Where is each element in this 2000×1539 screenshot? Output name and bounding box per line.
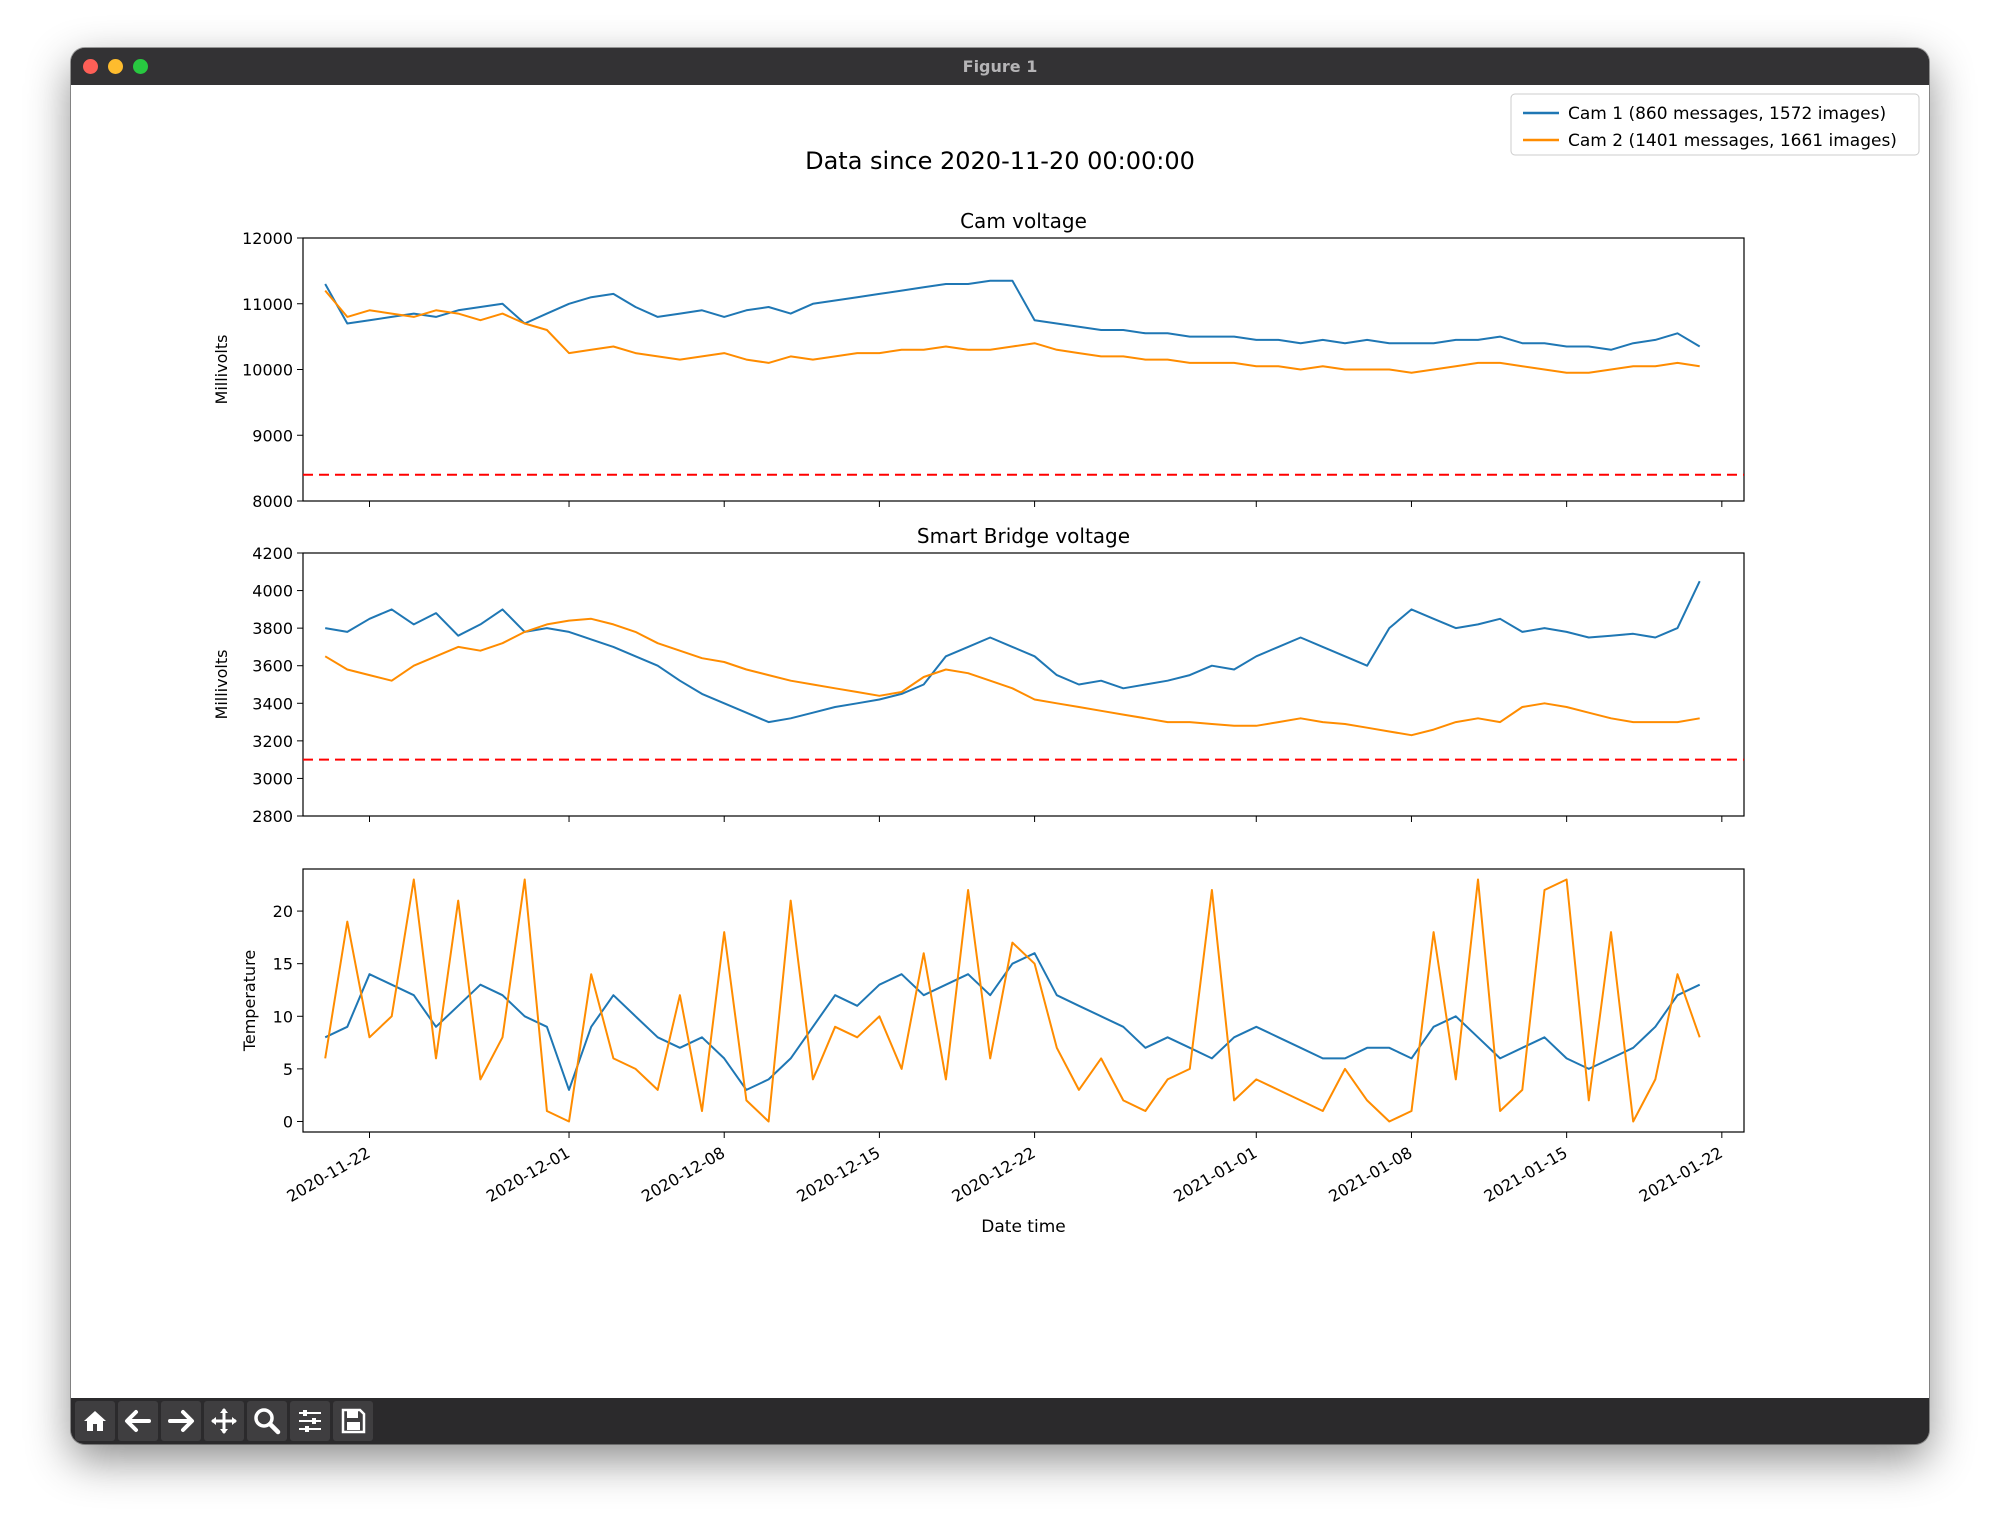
back-arrow-icon xyxy=(125,1410,151,1432)
configure-subplots-button[interactable] xyxy=(290,1401,330,1441)
title-bar[interactable]: Figure 1 xyxy=(71,48,1929,85)
x-tick-label: 2020-12-01 xyxy=(483,1143,573,1206)
configure-subplots-icon xyxy=(299,1410,321,1432)
y-tick-label: 10 xyxy=(273,1007,293,1026)
axes-title-2: Smart Bridge voltage xyxy=(917,524,1130,548)
cam2-series-line-1 xyxy=(324,289,1700,374)
figure-title: Data since 2020-11-20 00:00:00 xyxy=(805,147,1195,175)
save-button[interactable] xyxy=(333,1401,373,1441)
y-tick-label: 8000 xyxy=(252,492,293,511)
x-tick-label: 2020-11-22 xyxy=(283,1143,373,1206)
cam1-series-line-1 xyxy=(324,279,1701,351)
y-tick-label: 0 xyxy=(283,1112,293,1131)
axes-frame-1 xyxy=(302,237,1745,502)
zoom-button[interactable] xyxy=(247,1401,287,1441)
y-tick-label: 11000 xyxy=(242,295,293,314)
pan-button[interactable] xyxy=(204,1401,244,1441)
x-tick-label: 2020-12-08 xyxy=(638,1143,728,1206)
y-tick-label: 15 xyxy=(273,955,293,974)
axes-frame-2 xyxy=(302,552,1745,817)
cam2-series-line-2 xyxy=(324,617,1700,737)
x-tick-label: 2021-01-01 xyxy=(1170,1143,1260,1206)
home-button[interactable] xyxy=(75,1401,115,1441)
navigation-toolbar xyxy=(71,1398,1929,1444)
x-tick-label: 2020-12-22 xyxy=(949,1143,1039,1206)
forward-button[interactable] xyxy=(161,1401,201,1441)
y-tick-label: 12000 xyxy=(242,229,293,248)
figure-svg[interactable]: Data since 2020-11-20 00:00:00 Cam voltag… xyxy=(71,85,1929,1398)
legend-label-1: Cam 1 (860 messages, 1572 images) xyxy=(1568,104,1886,124)
x-axis-label: Date time xyxy=(981,1217,1065,1237)
y-tick-label: 10000 xyxy=(242,361,293,380)
y-tick-label: 3600 xyxy=(252,657,293,676)
x-tick-label: 2021-01-08 xyxy=(1325,1143,1415,1206)
y-axis-label-1: Millivolts xyxy=(212,335,231,405)
y-tick-label: 3200 xyxy=(252,732,293,751)
figure-canvas[interactable]: Data since 2020-11-20 00:00:00 Cam voltag… xyxy=(71,85,1929,1398)
save-disk-icon xyxy=(341,1408,366,1434)
window-title: Figure 1 xyxy=(962,57,1038,76)
home-icon xyxy=(84,1411,106,1431)
back-button[interactable] xyxy=(118,1401,158,1441)
figure-window: Figure 1 Data since 2020-11-20 00:00:00 C… xyxy=(71,48,1929,1444)
y-tick-label: 20 xyxy=(273,902,293,921)
y-tick-label: 4200 xyxy=(252,544,293,563)
cam1-series-line-3 xyxy=(324,952,1701,1091)
x-tick-label: 2021-01-15 xyxy=(1481,1143,1571,1206)
x-tick-label: 2020-12-15 xyxy=(793,1143,883,1206)
axes-frame-3 xyxy=(302,868,1745,1133)
axes-title-1: Cam voltage xyxy=(960,209,1087,233)
cam1-series-line-2 xyxy=(325,580,1701,724)
y-tick-label: 3800 xyxy=(252,619,293,638)
zoom-window-button[interactable] xyxy=(133,59,148,74)
minimize-window-button[interactable] xyxy=(108,59,123,74)
y-tick-label: 4000 xyxy=(252,582,293,601)
legend-label-2: Cam 2 (1401 messages, 1661 images) xyxy=(1568,131,1897,151)
legend-box xyxy=(1510,93,1920,156)
y-tick-label: 2800 xyxy=(252,807,293,826)
y-axis-label-3: Temperature xyxy=(240,950,259,1052)
y-tick-label: 5 xyxy=(283,1060,293,1079)
y-axis-label-2: Millivolts xyxy=(212,650,231,720)
y-tick-label: 9000 xyxy=(252,426,293,445)
forward-arrow-icon xyxy=(168,1410,194,1432)
cam2-series-line-3 xyxy=(324,878,1701,1123)
y-tick-label: 3400 xyxy=(252,694,293,713)
close-window-button[interactable] xyxy=(83,59,98,74)
x-tick-label: 2021-01-22 xyxy=(1636,1143,1726,1206)
pan-move-icon xyxy=(211,1408,237,1434)
y-tick-label: 3000 xyxy=(252,769,293,788)
zoom-magnifier-icon xyxy=(254,1408,281,1435)
